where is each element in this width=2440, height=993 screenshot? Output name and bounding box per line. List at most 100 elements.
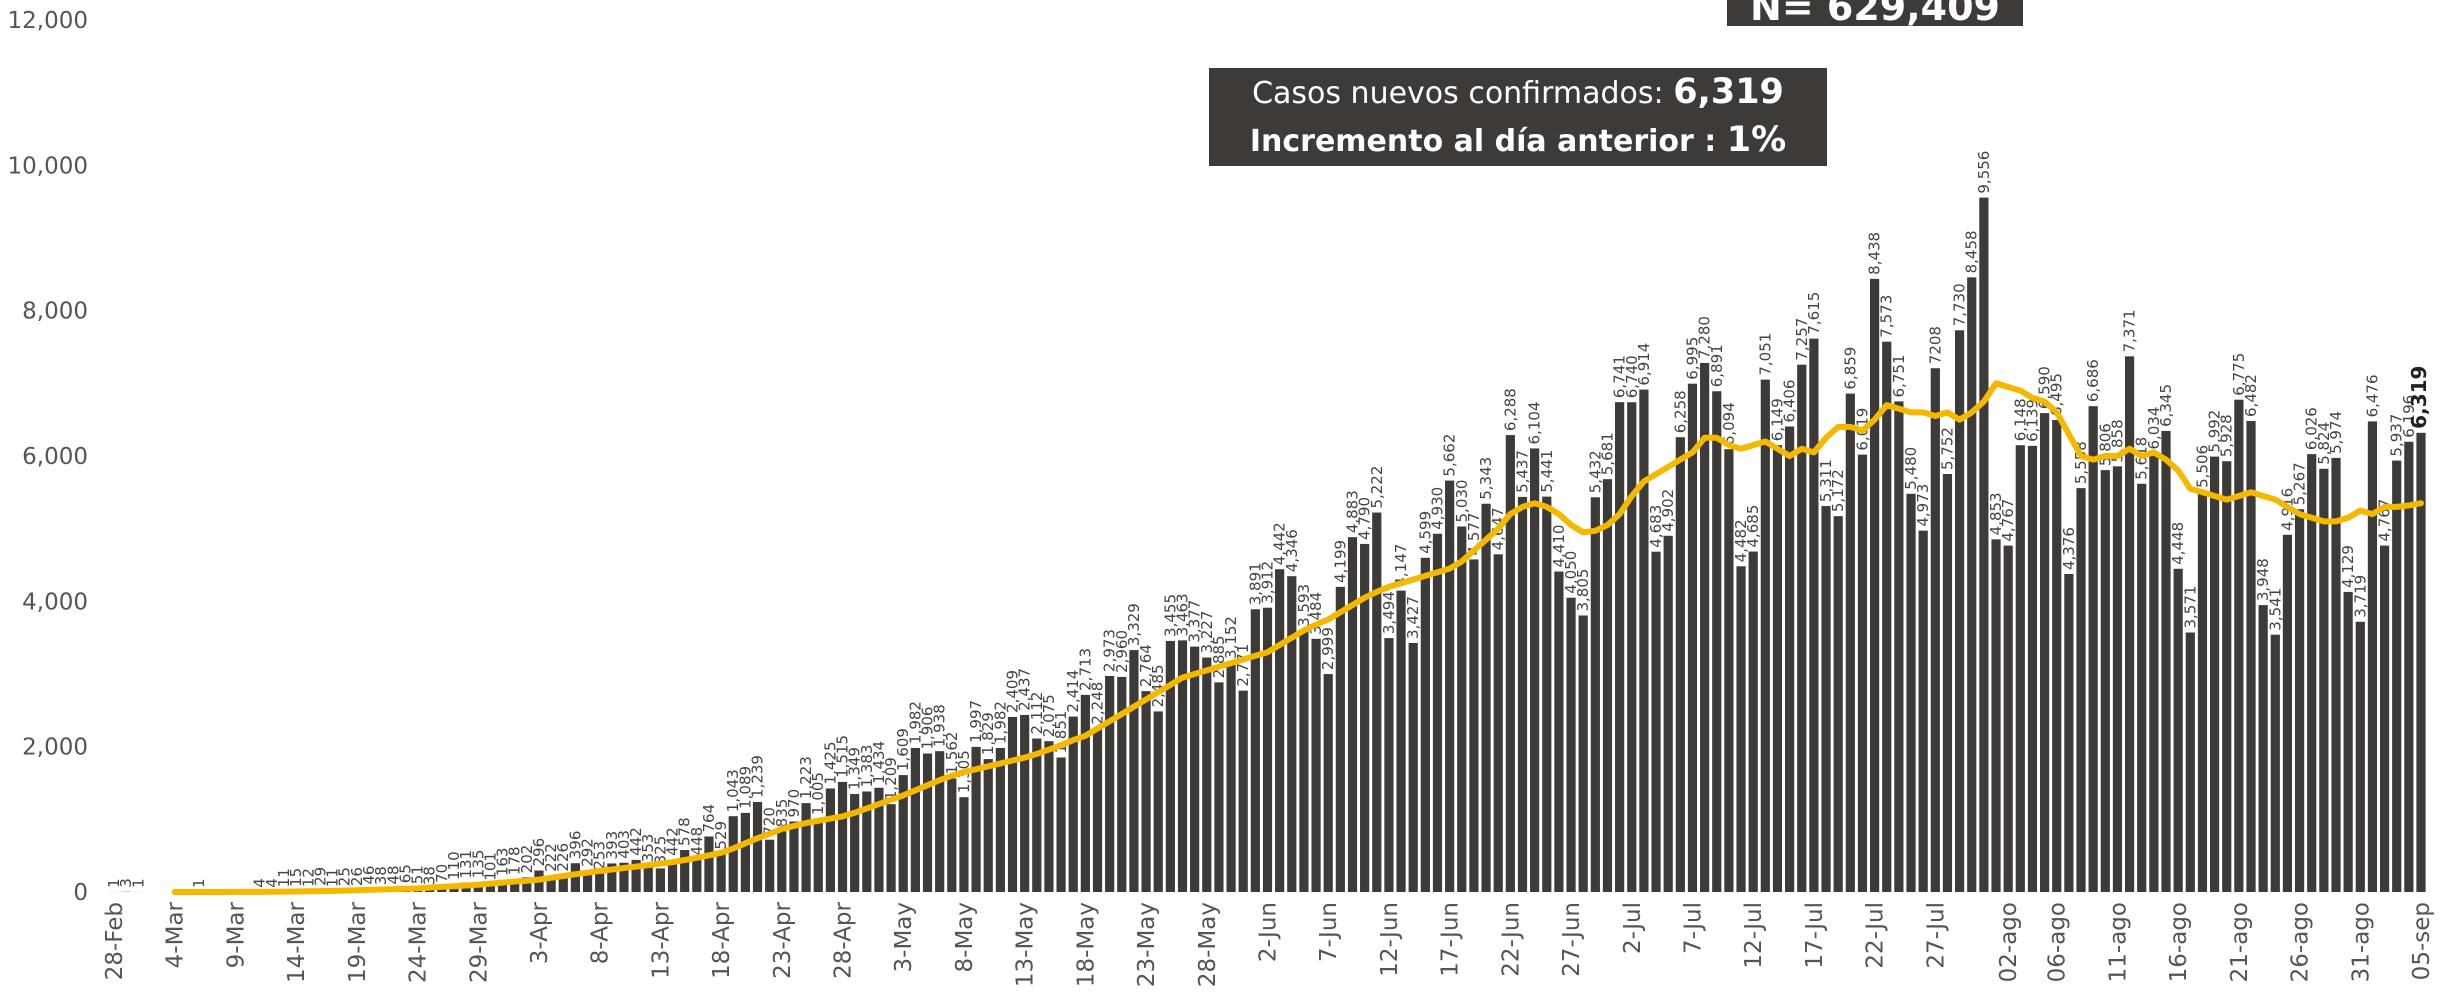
value-label: 1 bbox=[129, 878, 147, 888]
value-label: 7,257 bbox=[1793, 318, 1811, 361]
x-tick-label: 17-Jun bbox=[1438, 902, 1464, 977]
bar bbox=[1578, 615, 1588, 892]
value-label: 5,974 bbox=[2327, 411, 2345, 454]
bar bbox=[1165, 640, 1175, 892]
value-label: 393 bbox=[603, 831, 621, 860]
value-label: 292 bbox=[579, 838, 597, 867]
value-label: 3,455 bbox=[1161, 594, 1179, 637]
bar bbox=[1772, 445, 1783, 892]
bar bbox=[2027, 445, 2038, 892]
bar bbox=[947, 778, 957, 892]
value-label: 3,805 bbox=[1574, 569, 1592, 612]
value-label: 131 bbox=[457, 850, 475, 879]
value-label: 6,476 bbox=[2363, 374, 2381, 417]
bar bbox=[716, 853, 726, 892]
value-label: 5,928 bbox=[2218, 414, 2236, 457]
value-label: 65 bbox=[396, 864, 414, 883]
value-label: 48 bbox=[384, 865, 402, 884]
value-label: 6,104 bbox=[1526, 401, 1544, 444]
bar bbox=[789, 821, 799, 892]
value-label: 4,790 bbox=[1356, 497, 1374, 540]
bar bbox=[740, 812, 750, 892]
value-label: 5,752 bbox=[1938, 427, 1956, 470]
x-tick-label: 8-Apr bbox=[588, 901, 614, 964]
value-label: 5,480 bbox=[1902, 447, 1920, 490]
bar bbox=[1736, 566, 1746, 892]
x-tick-label: 31-ago bbox=[2348, 902, 2374, 982]
bar bbox=[971, 746, 981, 892]
bar bbox=[1105, 675, 1115, 892]
value-label: 4,902 bbox=[1659, 489, 1677, 532]
bar bbox=[2185, 632, 2195, 892]
bar bbox=[1372, 512, 1382, 892]
value-label: 6,148 bbox=[2011, 398, 2029, 441]
value-label: 38 bbox=[372, 866, 390, 885]
value-label: 2,771 bbox=[1234, 644, 1252, 687]
value-label: 2,075 bbox=[1040, 694, 1058, 737]
bar bbox=[1882, 341, 1892, 893]
bar bbox=[1554, 571, 1564, 892]
bar bbox=[2404, 441, 2414, 892]
value-label: 578 bbox=[676, 817, 694, 846]
value-label: 5,172 bbox=[1829, 469, 1847, 512]
value-label: 970 bbox=[785, 789, 803, 818]
bar bbox=[1712, 391, 1722, 892]
value-label: 4,482 bbox=[1732, 519, 1750, 562]
bar bbox=[1590, 497, 1600, 892]
value-label: 2,414 bbox=[1064, 670, 1082, 713]
value-label: 1,609 bbox=[894, 728, 912, 771]
value-label: 3,427 bbox=[1404, 596, 1422, 639]
bar bbox=[1044, 741, 1054, 892]
value-label: 4,346 bbox=[1283, 529, 1301, 572]
bar bbox=[959, 797, 969, 892]
value-label: 6,139 bbox=[2023, 399, 2041, 442]
value-label: 12 bbox=[299, 868, 317, 887]
bar bbox=[995, 747, 1005, 892]
bar bbox=[1226, 662, 1236, 892]
x-tick-label: 7-Jun bbox=[1316, 902, 1342, 962]
value-label: 3,571 bbox=[2181, 586, 2199, 629]
value-label: 6,482 bbox=[2242, 374, 2260, 417]
bar bbox=[680, 849, 690, 892]
bar bbox=[570, 863, 580, 892]
bar bbox=[582, 870, 593, 892]
value-label: 7,730 bbox=[1951, 283, 1969, 326]
bar bbox=[1566, 597, 1576, 892]
x-tick-label: 12-Jul bbox=[1741, 902, 1767, 969]
value-label: 178 bbox=[506, 846, 524, 875]
value-label: 4,853 bbox=[1987, 492, 2005, 535]
value-label: 1,383 bbox=[858, 745, 876, 788]
bar bbox=[1493, 554, 1503, 892]
bar bbox=[1833, 516, 1843, 892]
value-label: 11 bbox=[324, 868, 342, 887]
value-label: 8,458 bbox=[1963, 230, 1981, 273]
bar bbox=[2258, 605, 2268, 892]
value-label: 5,432 bbox=[1586, 450, 1604, 493]
value-label: 442 bbox=[627, 827, 645, 856]
x-tick-label: 2-Jun bbox=[1256, 902, 1282, 962]
bar bbox=[1056, 757, 1066, 892]
bar bbox=[1153, 711, 1163, 892]
bar bbox=[1991, 539, 2001, 892]
bar bbox=[2331, 457, 2341, 892]
y-tick-label: 6,000 bbox=[22, 444, 88, 470]
value-label: 6,258 bbox=[1671, 390, 1689, 433]
bar bbox=[2282, 534, 2293, 892]
bar bbox=[765, 839, 775, 892]
value-label: 7208 bbox=[1926, 326, 1944, 364]
bar bbox=[2222, 461, 2232, 892]
bar bbox=[667, 859, 678, 892]
value-label: 2,437 bbox=[1016, 668, 1034, 711]
value-label: 2,960 bbox=[1113, 630, 1131, 673]
value-label: 6,740 bbox=[1623, 355, 1641, 398]
value-label: 396 bbox=[566, 831, 584, 860]
value-label: 202 bbox=[518, 845, 536, 874]
bar bbox=[1748, 551, 1758, 892]
value-label: 1,089 bbox=[736, 766, 754, 809]
bar bbox=[643, 866, 653, 892]
value-label: 1,239 bbox=[749, 755, 767, 798]
bar bbox=[1870, 278, 1880, 893]
value-label: 9,556 bbox=[1975, 151, 1993, 194]
bar bbox=[2270, 634, 2280, 892]
bar bbox=[1432, 533, 1443, 892]
